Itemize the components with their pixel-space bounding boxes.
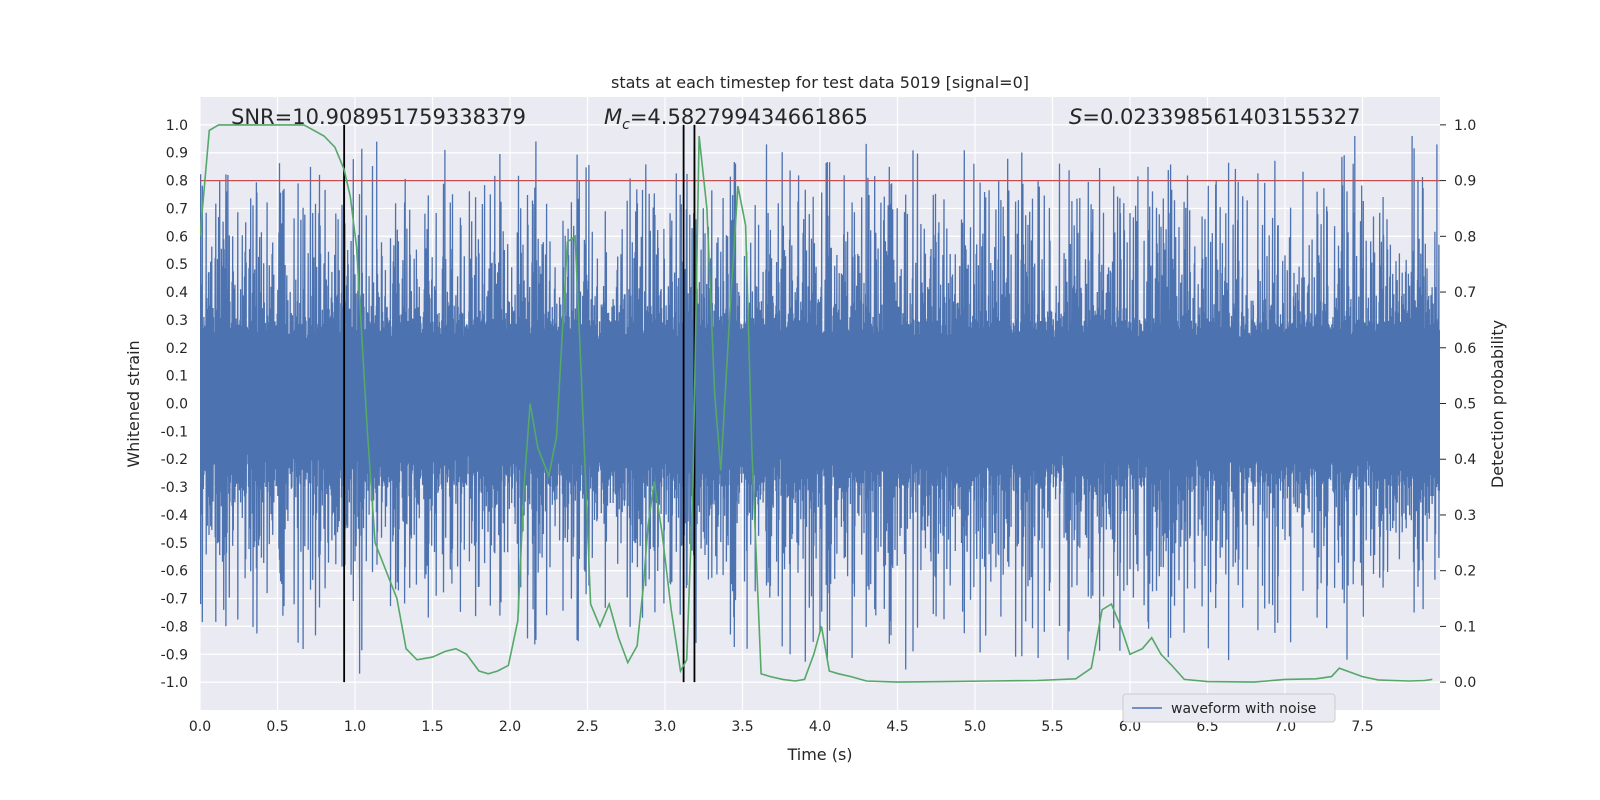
x-tick-label: 7.0 — [1274, 719, 1296, 735]
y-tick-label: -0.6 — [161, 564, 188, 580]
detection-probability-series — [200, 124, 1433, 683]
y-tick-label: 0.2 — [166, 341, 188, 357]
y-tick-label: 0.1 — [166, 369, 188, 385]
y-right-axis-ticks: 0.0 0.1 0.2 0.3 0.4 0.5 0.6 0.7 0.8 0.9 1.0 — [1440, 118, 1476, 691]
x-tick-label: 2.0 — [499, 719, 521, 735]
snr-annotation: SNR=10.908951759338379 — [231, 105, 526, 129]
x-axis-label: Time (s) — [786, 745, 852, 764]
y-tick-label: 0.8 — [166, 174, 188, 190]
x-axis-ticks: 0.0 0.5 1.0 1.5 2.0 2.5 3.0 3.5 4.0 4.5 5.0 5.5 6.0 6… — [189, 719, 1374, 735]
legend-box — [1122, 693, 1336, 723]
x-tick-label: 2.5 — [576, 719, 598, 735]
y-right-tick-label: 0.7 — [1454, 285, 1476, 301]
legend-label: waveform with noise — [1171, 701, 1316, 717]
y-tick-label: 0.0 — [166, 397, 188, 413]
y-right-tick-label: 0.9 — [1454, 174, 1476, 190]
y-right-tick-label: 0.0 — [1454, 675, 1476, 691]
y-right-tick-label: 0.6 — [1454, 341, 1476, 357]
x-tick-label: 1.5 — [421, 719, 443, 735]
y-tick-label: -0.1 — [161, 424, 188, 440]
x-tick-label: 3.5 — [731, 719, 753, 735]
y-tick-label: -0.3 — [161, 480, 188, 496]
y-tick-label: 0.9 — [166, 146, 188, 162]
y-right-tick-label: 1.0 — [1454, 118, 1476, 134]
y-tick-label: -0.7 — [161, 592, 188, 608]
y-right-tick-label: 0.1 — [1454, 619, 1476, 635]
chart-title: stats at each timestep for test data 501… — [611, 73, 1029, 92]
x-tick-label: 1.0 — [344, 719, 366, 735]
x-tick-label: 7.5 — [1351, 719, 1373, 735]
y-tick-label: -0.9 — [161, 647, 188, 663]
s-annotation: S=0.023398561403155327 — [1069, 105, 1360, 129]
mc-annotation: Mc=4.582799434661865 — [604, 105, 868, 133]
y-tick-label: -0.2 — [161, 452, 188, 468]
x-tick-label: 4.0 — [809, 719, 831, 735]
x-tick-label: 6.0 — [1119, 719, 1141, 735]
legend: waveform with noise — [1122, 693, 1336, 723]
x-tick-label: 3.0 — [654, 719, 676, 735]
x-tick-label: 0.0 — [189, 719, 211, 735]
x-tick-label: 0.5 — [266, 719, 288, 735]
y-right-tick-label: 0.5 — [1454, 397, 1476, 413]
y-right-tick-label: 0.3 — [1454, 508, 1476, 524]
y-tick-label: -0.4 — [161, 508, 188, 524]
y-tick-label: -1.0 — [161, 675, 188, 691]
y-right-tick-label: 0.2 — [1454, 564, 1476, 580]
y-tick-label: 0.5 — [166, 257, 188, 273]
y-right-tick-label: 0.8 — [1454, 229, 1476, 245]
y-right-axis-label: Detection probability — [1488, 320, 1507, 488]
y-tick-label: 0.3 — [166, 313, 188, 329]
y-right-tick-label: 0.4 — [1454, 452, 1476, 468]
y-tick-label: 0.7 — [166, 201, 188, 217]
x-tick-label: 5.0 — [964, 719, 986, 735]
y-tick-label: 1.0 — [166, 118, 188, 134]
y-tick-label: -0.5 — [161, 536, 188, 552]
y-axis-ticks: -1.0 -0.9 -0.8 -0.7 -0.6 -0.5 -0.4 -0.3 -0.2 -0.1… — [161, 118, 188, 691]
y-tick-label: -0.8 — [161, 619, 188, 635]
y-tick-label: 0.4 — [166, 285, 188, 301]
y-tick-label: 0.6 — [166, 229, 188, 245]
x-tick-label: 4.5 — [886, 719, 908, 735]
x-tick-label: 6.5 — [1196, 719, 1218, 735]
y-axis-label: Whitened strain — [124, 340, 143, 467]
x-tick-label: 5.5 — [1041, 719, 1063, 735]
